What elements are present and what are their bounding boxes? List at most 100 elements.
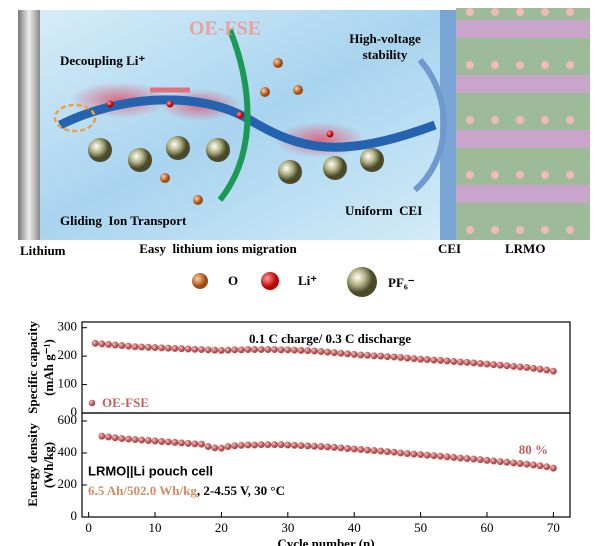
data-point: [118, 342, 126, 350]
data-point: [304, 347, 312, 355]
data-point: [257, 346, 265, 354]
data-point: [357, 445, 365, 453]
y-tick-label: 400: [58, 444, 78, 459]
data-point: [171, 438, 179, 446]
data-point: [470, 455, 478, 463]
data-point: [158, 437, 166, 445]
y-axis-label: Specific capacity: [25, 321, 40, 414]
data-point: [463, 358, 471, 366]
data-point: [410, 450, 418, 458]
data-point: [350, 350, 358, 358]
data-point: [363, 446, 371, 454]
data-point: [510, 362, 518, 370]
data-point: [184, 439, 192, 447]
y-axis-label: (Wh/kg): [41, 442, 56, 488]
data-point: [310, 442, 318, 450]
data-point: [503, 458, 511, 466]
data-point: [237, 441, 245, 449]
data-point: [164, 344, 172, 352]
lrmo-pattern: [456, 20, 590, 203]
data-point: [350, 445, 358, 453]
data-point: [496, 361, 504, 369]
x-axis-label: Cycle number (n): [277, 536, 374, 546]
data-point: [383, 448, 391, 456]
data-point: [111, 341, 119, 349]
data-point: [284, 441, 292, 449]
data-point: [496, 458, 504, 466]
annotation-part: , 2-4.55 V, 30 °C: [197, 483, 285, 498]
data-point: [158, 344, 166, 352]
data-point: [138, 436, 146, 444]
x-tick-label: 70: [547, 520, 560, 535]
data-point: [383, 353, 391, 361]
data-point: [191, 345, 199, 353]
data-point: [450, 358, 458, 366]
x-tick-label: 30: [281, 520, 294, 535]
pf6-ions: [88, 136, 384, 184]
data-point: [124, 435, 132, 443]
data-point: [271, 346, 279, 354]
data-point: [224, 346, 232, 354]
hv-label: stability: [363, 47, 408, 62]
data-point: [151, 437, 159, 445]
data-point: [211, 346, 219, 354]
data-point: [363, 351, 371, 359]
x-tick-label: 50: [414, 520, 427, 535]
pf6-symbol: [347, 267, 377, 297]
data-point: [370, 447, 378, 455]
data-point: [131, 436, 139, 444]
data-point: [164, 438, 172, 446]
x-tick-label: 60: [481, 520, 494, 535]
data-point: [131, 343, 139, 351]
cei-layer: [440, 10, 456, 240]
data-point: [257, 441, 265, 449]
data-point: [105, 340, 113, 348]
y-tick-label: 300: [58, 319, 78, 334]
y-tick-label: 100: [58, 376, 78, 391]
data-point: [536, 462, 544, 470]
data-point: [324, 348, 332, 356]
data-point: [470, 359, 478, 367]
data-point: [377, 447, 385, 455]
data-point: [290, 441, 298, 449]
cei-label: Uniform CEI: [345, 203, 422, 218]
species-legend: O Li⁺ PF₆⁻: [192, 267, 415, 297]
data-point: [456, 358, 464, 366]
side-chain: [217, 28, 251, 202]
data-point: [430, 452, 438, 460]
data-point: [144, 343, 152, 351]
legend-label: PF₆⁻: [388, 275, 415, 290]
data-point: [264, 441, 272, 449]
data-point: [317, 443, 325, 451]
data-point: [171, 344, 179, 352]
data-point: [549, 464, 557, 472]
data-point: [138, 343, 146, 351]
data-point: [297, 442, 305, 450]
data-point: [390, 353, 398, 361]
data-point: [271, 441, 279, 449]
data-point: [105, 433, 113, 441]
data-point: [529, 364, 537, 372]
data-point: [490, 361, 498, 369]
bottom-label: Easy lithium ions migration: [139, 241, 297, 256]
annotation: 0.1 C charge/ 0.3 C discharge: [249, 331, 411, 346]
data-point: [397, 354, 405, 362]
li-symbol: [261, 272, 279, 290]
data-point: [523, 364, 531, 372]
data-point: [204, 443, 212, 451]
legend-label: O: [228, 273, 238, 288]
hv-label: High-voltage: [349, 31, 421, 46]
lithium-anode: [18, 10, 40, 240]
data-point: [390, 448, 398, 456]
data-point: [437, 452, 445, 460]
data-point: [476, 360, 484, 368]
data-point: [516, 460, 524, 468]
data-point: [483, 360, 491, 368]
data-point: [423, 356, 431, 364]
data-point: [144, 437, 152, 445]
y-axis-label: Energy density: [25, 423, 40, 507]
data-point: [397, 449, 405, 457]
data-point: [111, 434, 119, 442]
li-ions: [106, 100, 334, 138]
data-point: [423, 451, 431, 459]
